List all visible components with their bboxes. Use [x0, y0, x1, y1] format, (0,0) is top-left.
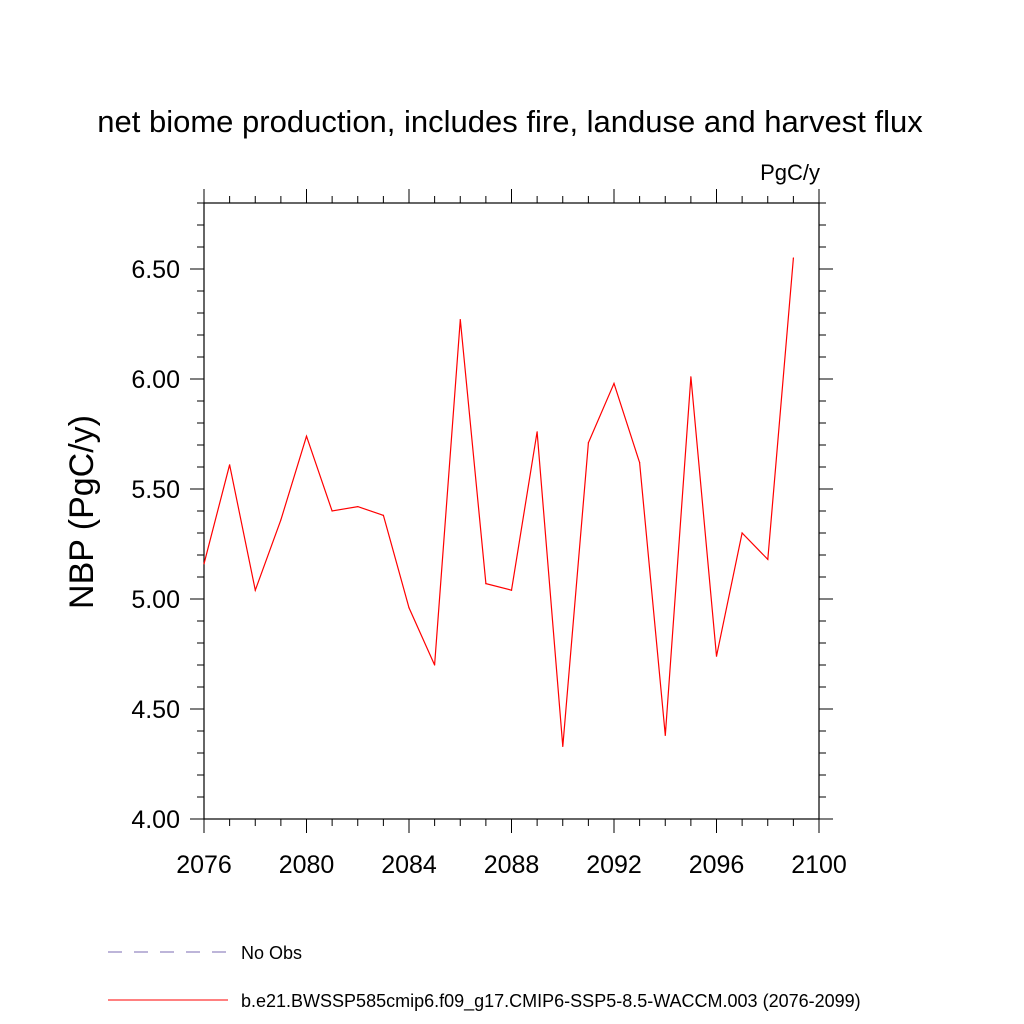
x-tick-labels: 2076 2080 2084 2088 2092 2096 2100: [176, 851, 847, 879]
data-point: [254, 589, 256, 591]
data-point: [280, 519, 282, 521]
x-tick-label: 2100: [791, 851, 847, 879]
data-point: [305, 435, 308, 437]
x-tick-label: 2076: [176, 851, 232, 879]
x-tick-label: 2080: [279, 851, 335, 879]
data-point: [536, 431, 538, 433]
data-point: [767, 558, 769, 561]
y-tick-label: 6.50: [131, 256, 180, 284]
y-tick-label: 5.00: [131, 586, 180, 614]
y-tick-label: 6.00: [131, 366, 180, 394]
x-tick-label: 2096: [689, 851, 745, 879]
data-point: [792, 257, 794, 259]
x-tick-label: 2088: [484, 851, 540, 879]
data-point: [229, 464, 231, 466]
data-point: [587, 442, 589, 444]
x-tick-label: 2084: [381, 851, 437, 879]
x-tick-label: 2092: [586, 851, 642, 879]
legend-label: b.e21.BWSSP585cmip6.f09_g17.CMIP6-SSP5-8…: [241, 991, 861, 1012]
plot-frame: [203, 202, 820, 820]
data-point: [510, 589, 513, 591]
data-point: [639, 462, 641, 464]
legend: No Obs b.e21.BWSSP585cmip6.f09_g17.CMIP6-…: [108, 943, 861, 1012]
data-point: [331, 510, 333, 512]
data-point: [357, 506, 359, 508]
chart-title: net biome production, includes fire, lan…: [97, 104, 923, 139]
data-point: [408, 607, 410, 609]
y-tick-label: 5.50: [131, 476, 180, 504]
y-tick-labels: 4.00 4.50 5.00 5.50 6.00 6.50: [131, 256, 180, 834]
axis-ticks: [190, 189, 833, 833]
data-point: [613, 382, 615, 384]
data-point: [459, 319, 461, 321]
data-point: [203, 563, 205, 565]
units-label: PgC/y: [760, 160, 820, 185]
y-tick-label: 4.50: [131, 696, 180, 724]
y-tick-label: 4.00: [131, 806, 180, 834]
data-point: [690, 376, 692, 378]
data-point: [382, 514, 384, 517]
data-point: [715, 655, 718, 657]
series-line: [203, 257, 794, 747]
data-point: [485, 583, 487, 585]
data-point: [741, 532, 743, 534]
legend-label: No Obs: [241, 943, 302, 963]
series-group: [203, 257, 794, 748]
y-axis-title: NBP (PgC/y): [63, 415, 101, 609]
data-point: [434, 664, 436, 666]
data-point: [664, 734, 666, 737]
data-point: [562, 745, 564, 748]
